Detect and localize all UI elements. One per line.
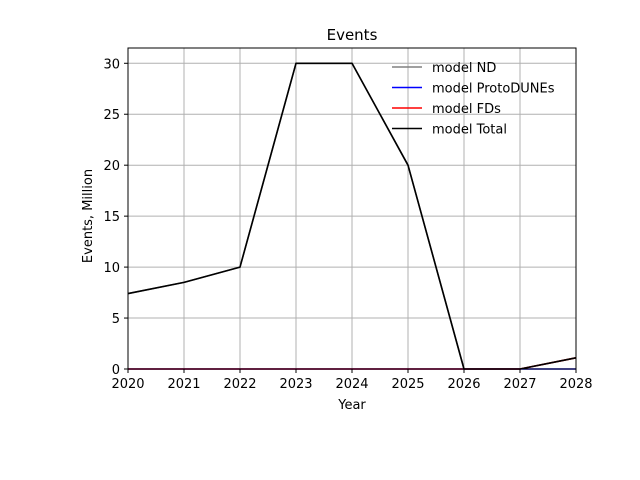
chart-title: Events bbox=[327, 26, 378, 44]
x-tick-label: 2021 bbox=[167, 377, 200, 392]
x-tick-label: 2026 bbox=[447, 377, 480, 392]
legend: model ND model ProtoDUNEs model FDs model T… bbox=[392, 61, 555, 138]
x-tick-label: 2028 bbox=[559, 377, 592, 392]
x-tick-label: 2027 bbox=[503, 377, 536, 392]
x-tick-label: 2025 bbox=[391, 377, 424, 392]
axis-ticks: 2020 2021 2022 2023 2024 2025 2026 2027 20280510… bbox=[103, 57, 592, 392]
x-tick-label: 2020 bbox=[111, 377, 144, 392]
x-tick-label: 2022 bbox=[223, 377, 256, 392]
y-tick-label: 20 bbox=[103, 159, 120, 174]
y-tick-label: 30 bbox=[103, 57, 120, 72]
x-axis-label: Year bbox=[337, 398, 366, 413]
x-tick-label: 2024 bbox=[335, 377, 368, 392]
y-tick-label: 15 bbox=[103, 210, 120, 225]
x-tick-label: 2023 bbox=[279, 377, 312, 392]
legend-label-model-total: model Total bbox=[432, 123, 507, 138]
legend-label-model-nd: model ND bbox=[432, 61, 496, 76]
y-tick-label: 0 bbox=[112, 363, 120, 378]
y-tick-label: 5 bbox=[112, 312, 120, 327]
legend-label-model-protodunes: model ProtoDUNEs bbox=[432, 82, 555, 97]
y-tick-label: 25 bbox=[103, 108, 120, 123]
y-axis-label: Events, Million bbox=[81, 169, 96, 263]
legend-label-model-fds: model FDs bbox=[432, 102, 501, 117]
y-tick-label: 10 bbox=[103, 261, 120, 276]
grid bbox=[127, 48, 577, 370]
